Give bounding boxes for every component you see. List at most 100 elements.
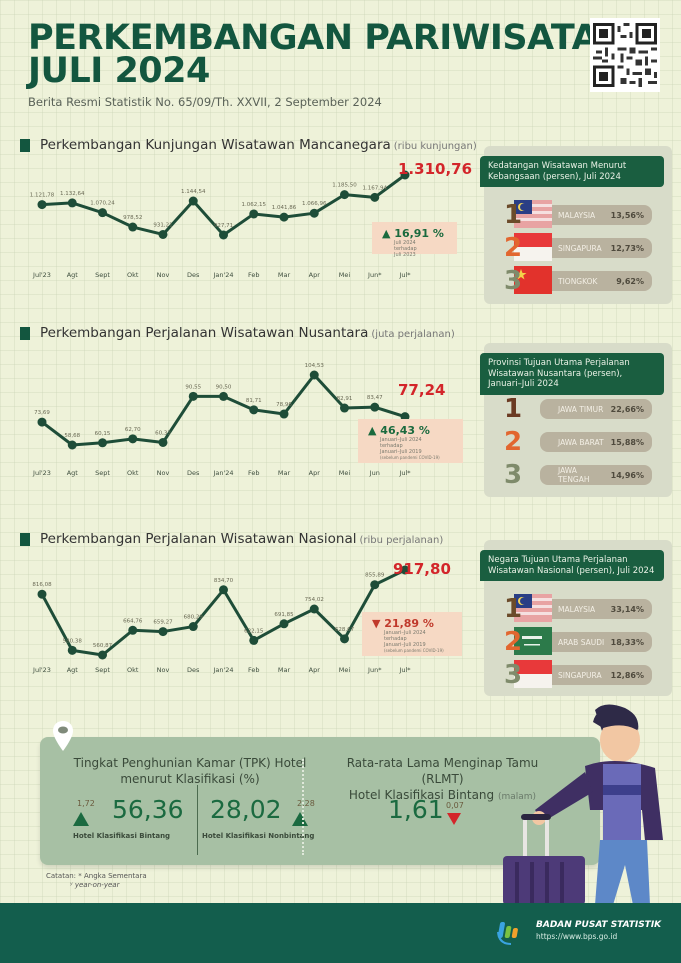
x-axis-label: Jul* [398,666,411,674]
data-label: 834,70 [214,578,234,584]
data-point [37,589,47,599]
x-axis-label: Apr [309,666,321,674]
data-point [158,437,168,447]
nonbintang-tpk-value: 28,02 [210,795,282,824]
x-axis-label: Nov [157,469,170,477]
rank-number: 3 [503,660,523,690]
data-point [128,625,138,635]
change-caption: Januari–Juli 2019 [380,449,422,455]
data-label: 81,71 [246,398,262,404]
qr-code-icon [593,23,657,87]
provinsi-panel-heading: Provinsi Tujuan Utama Perjalanan Wisataw… [480,353,664,395]
x-axis-label: Jul'23 [32,666,51,674]
data-point [98,208,107,218]
nonbintang-change: 2,28 [297,799,315,808]
change-caption: Januari–Juli 2024 [384,630,426,636]
data-point [400,170,410,180]
x-axis-label: Agt [67,666,79,674]
wisman-chart: 1.121,78 Jul'23 1.132,64 Agt 1.070,24 Sept 978… [30,155,480,295]
wisnus-line-chart: 73,69 Jul'23 58,68 Agt 60,15 Sept 62,70 Okt 60,3… [32,363,411,477]
data-label: 1.070,24 [90,201,115,207]
data-point [370,580,380,590]
country-pct: 13,56% [610,210,644,220]
data-point [370,402,380,412]
rank-row: 3 JAWA TENGAH 14,96% [500,460,652,490]
x-axis-label: Sept [95,666,110,674]
data-label: 1.066,96 [302,201,327,207]
rank-number: 2 [503,627,523,657]
nonbintang-label: Hotel Klasifikasi Nonbintang [202,832,315,840]
province-pct: 22,66% [610,404,644,414]
x-axis-label: Feb [248,271,260,279]
data-point [67,645,77,655]
qr-code[interactable] [590,18,660,92]
bintang-change: 1,72 [77,799,95,808]
x-axis-label: Mei [339,271,351,279]
rank-number: 1 [503,394,523,424]
data-point [249,405,259,415]
x-axis-label: Jul'23 [32,469,51,477]
data-label: 104,53 [305,363,325,369]
traveler-illustration [503,704,663,905]
rank-pill: JAWA TENGAH 14,96% [540,465,652,485]
province-name: JAWA BARAT [558,437,604,447]
data-point [279,619,289,629]
x-axis-label: Apr [309,271,321,279]
wisnas-chart: 816,08 Jul'23 580,38 Agt 560,87 Sept 664,76 Okt… [30,550,480,690]
x-axis-label: Jul* [398,469,411,477]
wisnas-line-chart: 816,08 Jul'23 580,38 Agt 560,87 Sept 664,76 Okt… [32,565,411,674]
rank-row: 2 ARAB SAUDI 18,33% [500,627,652,657]
location-pin-icon [53,721,73,751]
data-point [400,412,410,422]
x-axis-label: Sept [95,271,110,279]
title-line-1: PERKEMBANGAN PARIWISATA [28,18,599,58]
rank-pill: JAWA BARAT 15,88% [540,432,652,452]
country-name: SINGAPURA [558,243,602,253]
data-label: 1.167,94 [363,185,388,191]
x-axis-label: Des [187,271,200,279]
change-caption: terhadap [380,443,403,449]
rlmt-title: Rata-rata Lama Menginap Tamu (RLMT) Hote… [340,755,545,805]
change-caption: Januari–Juli 2019 [384,642,426,648]
wisnus-chart: 73,69 Jul'23 58,68 Agt 60,15 Sept 62,70 Okt 60,3… [30,345,480,490]
divider [197,785,198,855]
change-caption: Januari–Juli 2024 [380,437,422,443]
kebangsaan-panel: Kedatangan Wisatawan Menurut Kebangsaan … [480,146,672,304]
wisnas-change-box: ▼ 21,89 % Januari–Juli 2024 terhadap Jan… [362,612,462,656]
x-axis-label: Okt [127,271,139,279]
data-label: 855,89 [365,573,385,579]
bps-logo-icon[interactable] [495,918,529,948]
data-point [309,370,319,380]
malaysia-flag-icon [514,594,552,622]
wisnas-highlight-value: 917,80 [393,560,451,578]
data-label: 1.144,54 [181,189,206,195]
province-pct: 14,96% [610,470,644,480]
data-label: 78,96 [276,402,292,408]
wisnus-highlight-value: 77,24 [398,381,446,399]
bintang-label: Hotel Klasifikasi Bintang [73,832,171,840]
data-label: 90,50 [216,384,232,390]
negara-panel-heading: Negara Tujuan Utama Perjalanan Wisatawan… [480,550,664,581]
bps-url-link[interactable]: https://www.bps.go.id [536,932,618,941]
data-point [98,650,107,660]
x-axis-label: Mei [339,469,351,477]
bps-org-name: BADAN PUSAT STATISTIK [536,920,662,930]
data-point [67,198,77,208]
data-point [249,635,259,645]
data-point [309,604,319,614]
data-point [309,208,319,218]
data-point [279,212,289,222]
footnote-line: Catatan: * Angka Sementara [46,872,147,880]
rank-row: 1 MALAYSIA 33,14% [500,594,652,624]
tpk-title: Tingkat Penghunian Kamar (TPK) Hotel men… [70,755,310,787]
singapore-flag-icon [514,233,552,261]
data-point [219,585,228,595]
data-label: 628,67 [335,627,355,633]
country-name: TIONGKOK [558,276,598,286]
footer [0,903,681,963]
data-point [340,190,349,200]
rank-row: 3 SINGAPURA 12,86% [500,660,652,690]
wisnus-title: Perkembangan Perjalanan Wisatawan Nusant… [40,325,369,341]
country-name: MALAYSIA [558,210,596,220]
x-axis-label: Nov [157,666,170,674]
